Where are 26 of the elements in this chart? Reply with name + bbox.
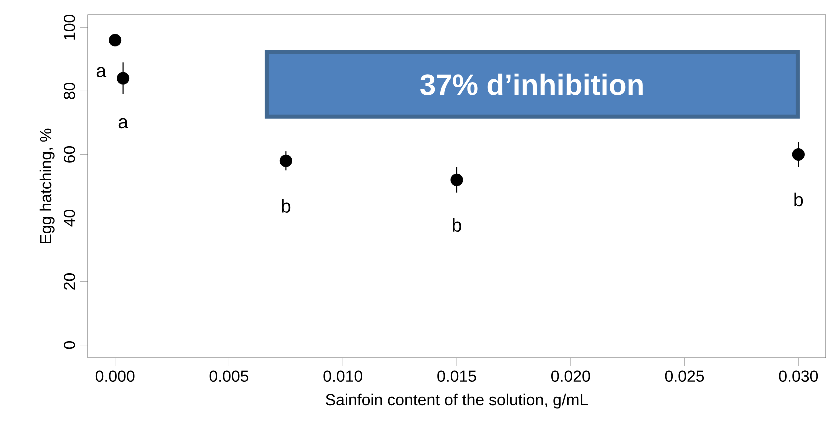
annotation: b <box>794 192 804 207</box>
x-tick-label: 0.020 <box>552 370 590 382</box>
x-tick-label: 0.000 <box>96 370 135 382</box>
annotation: b <box>453 218 462 232</box>
annotation: a <box>96 67 107 78</box>
point <box>792 148 805 162</box>
y-tick-label: 20 <box>64 274 76 290</box>
y-tick-label: 80 <box>64 82 76 100</box>
point <box>109 34 122 47</box>
x-tick-label: 0.010 <box>324 370 363 382</box>
annotation: b <box>282 199 291 213</box>
x-tick-label: 0.015 <box>438 370 476 382</box>
y-tick-label: 0 <box>64 341 76 350</box>
x-tick-label: 0.025 <box>665 370 704 382</box>
point <box>450 174 464 186</box>
point <box>280 154 292 168</box>
y-axis-title: Egg hatching, % <box>40 128 55 244</box>
point <box>117 72 130 85</box>
y-tick-label: 60 <box>64 146 76 163</box>
y-tick-label: 100 <box>64 14 76 40</box>
annotation: 37% d’inhibition <box>420 74 643 96</box>
annotation: a <box>118 118 129 129</box>
x-tick-label: 0.030 <box>779 370 818 382</box>
x-tick-label: 0.005 <box>210 370 249 382</box>
x-axis-title: Sainfoin content of the solution, g/mL <box>326 394 588 409</box>
y-tick-label: 40 <box>64 210 76 227</box>
